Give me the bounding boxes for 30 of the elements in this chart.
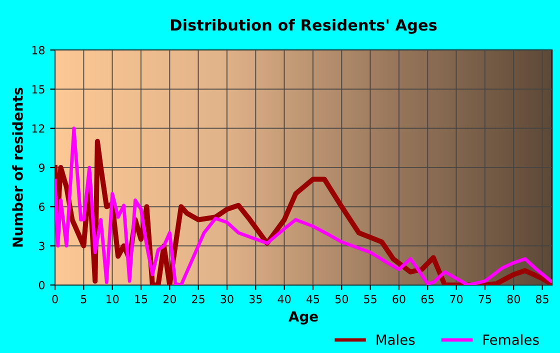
x-tick-label: 40 — [278, 294, 291, 304]
x-axis-title: Age — [288, 311, 318, 324]
x-tick-label: 50 — [335, 294, 348, 304]
y-tick-label: 3 — [39, 242, 44, 250]
x-tick-label: 55 — [364, 295, 376, 304]
x-tick-label: 80 — [507, 294, 520, 304]
x-tick-label: 0 — [52, 294, 58, 304]
x-tick-label: 35 — [249, 294, 262, 304]
legend-label: Females — [483, 334, 539, 346]
y-tick-label: 9 — [38, 163, 44, 172]
x-tick-label: 10 — [106, 294, 119, 304]
y-tick-label: 15 — [32, 85, 44, 94]
y-tick-label: 12 — [32, 124, 44, 133]
x-tick-label: 25 — [192, 294, 204, 304]
y-tick-label: 0 — [38, 280, 45, 290]
y-axis-title: Number of residents — [12, 88, 23, 247]
x-tick-label: 15 — [135, 295, 148, 304]
y-tick-label: 6 — [38, 202, 45, 212]
x-tick-label: 30 — [220, 294, 234, 304]
x-tick-label: 5 — [80, 295, 86, 304]
x-tick-label: 45 — [306, 295, 320, 304]
chart-title: Distribution of Residents' Ages — [170, 18, 437, 34]
x-tick-label: 75 — [478, 295, 492, 304]
y-tick-label: 18 — [32, 46, 45, 54]
x-tick-label: 65 — [421, 294, 434, 304]
x-tick-label: 70 — [450, 294, 463, 304]
x-tick-label: 60 — [392, 294, 406, 304]
x-tick-label: 20 — [163, 294, 176, 304]
x-tick-label: 85 — [536, 294, 548, 304]
legend-label: Males — [376, 334, 415, 346]
